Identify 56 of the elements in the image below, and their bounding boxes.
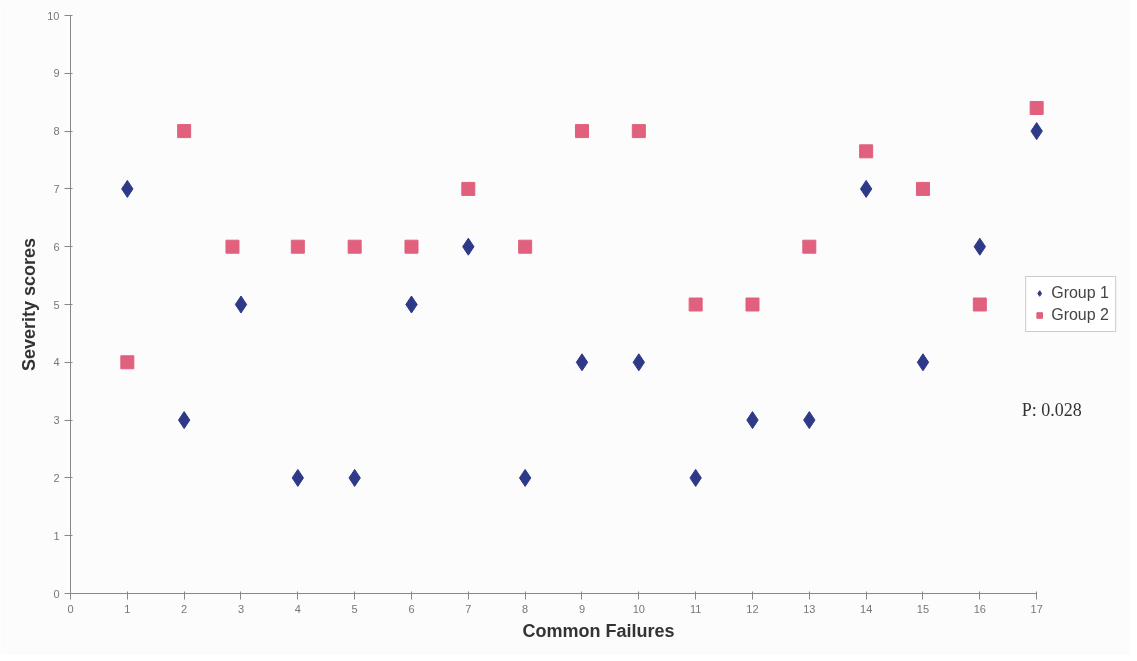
y-tick-label: 7 bbox=[53, 182, 60, 195]
point bbox=[234, 295, 248, 314]
point bbox=[859, 144, 874, 159]
y-tick-label: 4 bbox=[53, 356, 60, 369]
y-tick-label: 0 bbox=[53, 587, 60, 600]
legend-label: Group 1 bbox=[1051, 284, 1109, 302]
point bbox=[915, 181, 930, 196]
x-tick-label: 3 bbox=[237, 602, 245, 615]
point bbox=[745, 297, 760, 312]
point bbox=[574, 124, 589, 139]
point bbox=[518, 468, 532, 487]
x-tick-label: 13 bbox=[803, 602, 816, 615]
y-tick-label: 3 bbox=[53, 414, 60, 427]
x-tick-label: 0 bbox=[67, 602, 74, 615]
point bbox=[972, 297, 987, 312]
y-axis-title: Severity scores bbox=[19, 237, 40, 372]
x-tick-label: 11 bbox=[689, 602, 702, 615]
x-tick-label: 1 bbox=[124, 602, 131, 615]
x-axis-title: Common Failures bbox=[522, 620, 675, 641]
point bbox=[688, 297, 703, 312]
y-tick-label: 9 bbox=[53, 67, 60, 80]
point bbox=[802, 239, 817, 254]
x-tick-label: 12 bbox=[746, 602, 759, 615]
legend-label: Group 2 bbox=[1051, 306, 1109, 324]
y-tick-label: 8 bbox=[53, 125, 60, 138]
point bbox=[631, 124, 646, 139]
point bbox=[225, 239, 240, 254]
x-tick-label: 10 bbox=[632, 602, 645, 615]
x-tick-label: 16 bbox=[973, 602, 986, 615]
x-tick-label: 9 bbox=[578, 602, 586, 615]
point bbox=[177, 124, 192, 139]
point bbox=[120, 355, 135, 370]
x-tick-label: 4 bbox=[294, 602, 301, 615]
point bbox=[575, 353, 589, 372]
y-tick-label: 10 bbox=[47, 9, 60, 22]
point bbox=[461, 181, 476, 196]
point bbox=[1029, 100, 1044, 115]
x-tick-label: 2 bbox=[181, 602, 188, 615]
x-tick-label: 17 bbox=[1030, 602, 1043, 615]
x-tick-label: 5 bbox=[351, 602, 358, 615]
point bbox=[859, 179, 873, 198]
y-tick-label: 5 bbox=[53, 298, 60, 311]
x-tick-label: 15 bbox=[916, 602, 930, 615]
x-tick-label: 6 bbox=[408, 602, 415, 615]
y-tick-label: 1 bbox=[53, 529, 60, 542]
x-tick-label: 7 bbox=[465, 602, 472, 615]
point bbox=[290, 239, 305, 254]
point bbox=[518, 239, 533, 254]
point bbox=[404, 239, 419, 254]
y-tick-label: 6 bbox=[53, 240, 60, 253]
annotation: P: 0.028 bbox=[1021, 400, 1082, 421]
x-tick-label: 14 bbox=[860, 602, 873, 615]
x-tick-label: 8 bbox=[522, 602, 529, 615]
y-tick-label: 2 bbox=[53, 471, 60, 484]
point bbox=[347, 239, 362, 254]
point bbox=[916, 353, 930, 372]
